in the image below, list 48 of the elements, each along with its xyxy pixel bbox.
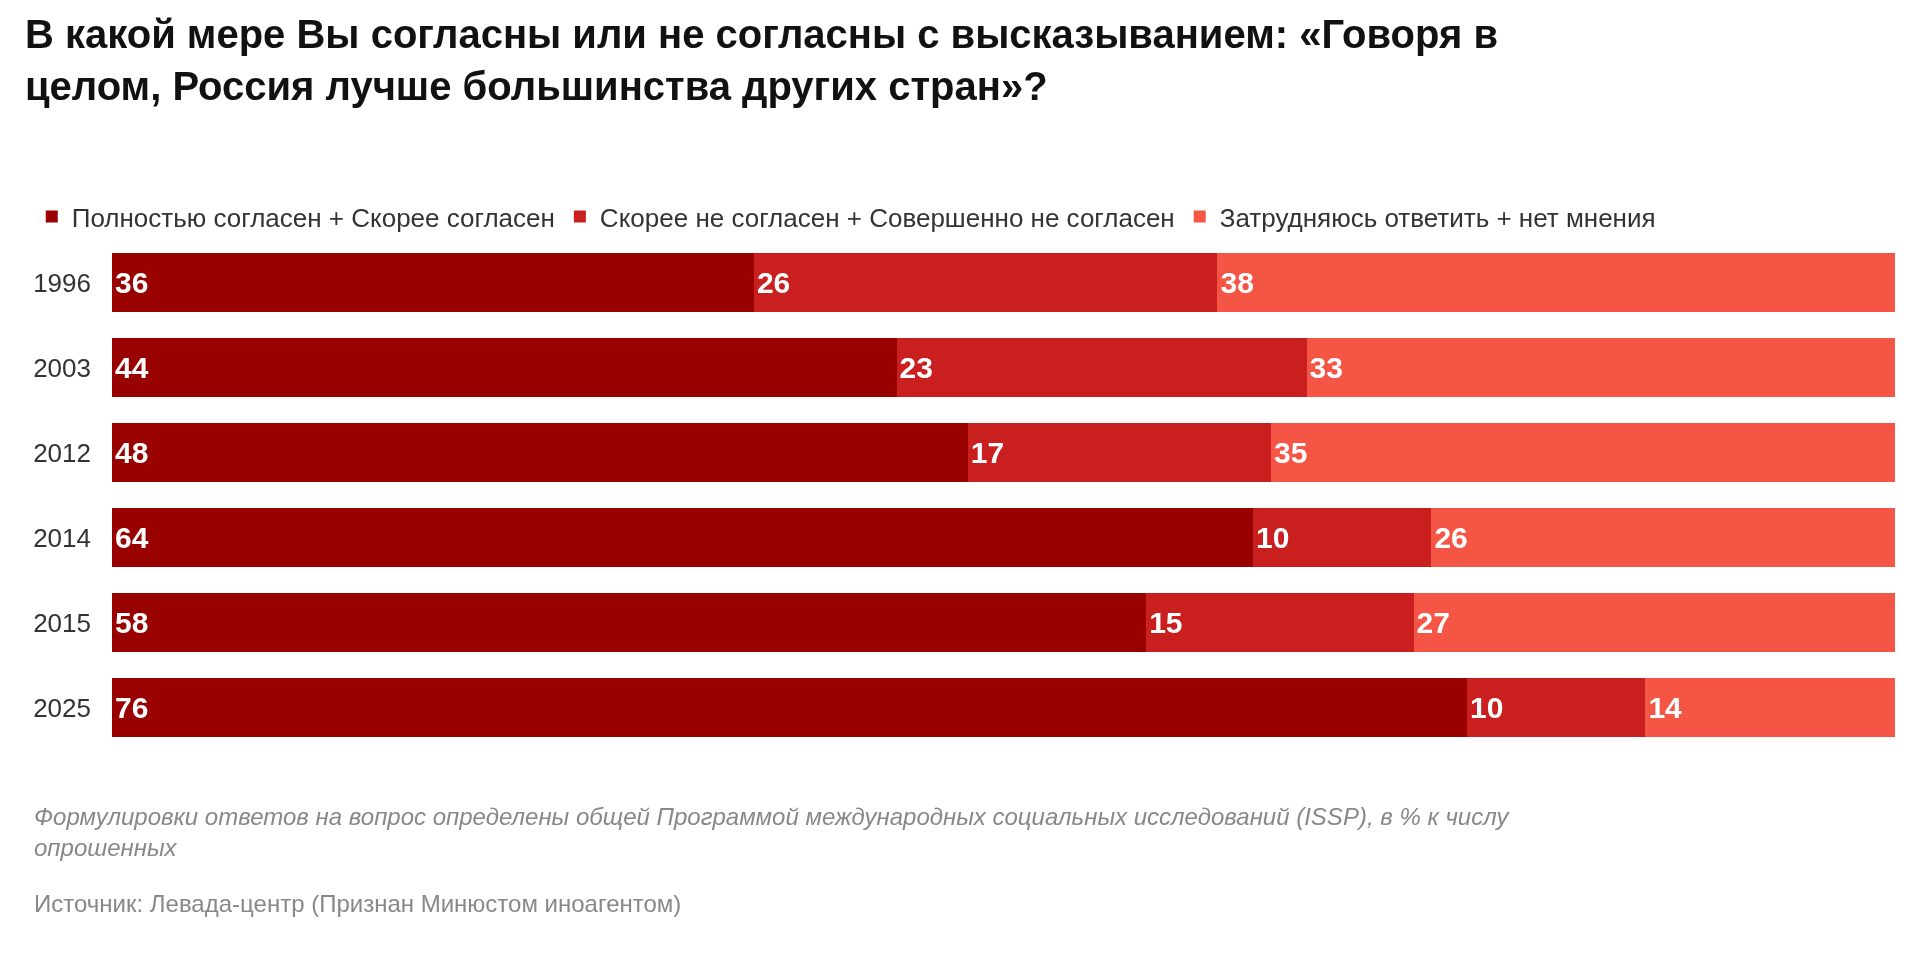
bar [1431, 507, 1895, 568]
data-label: 36 [115, 266, 149, 299]
data-label: 38 [1220, 266, 1254, 299]
bar [112, 677, 1468, 738]
legend-label: Полностью согласен + Скорее согласен [71, 202, 555, 233]
data-label: 23 [899, 351, 933, 384]
data-label: 17 [970, 436, 1005, 469]
data-label: 76 [115, 691, 149, 724]
bar [112, 422, 968, 483]
data-label: 26 [1434, 521, 1468, 554]
text: Источник: Левада-центр (Признан Минюстом иноагентом) [34, 890, 682, 917]
data-label: 64 [115, 521, 149, 554]
bar [1270, 422, 1895, 483]
data-label: 10 [1256, 521, 1290, 554]
data-label: 27 [1416, 606, 1450, 639]
bar [753, 252, 1218, 313]
bar [967, 422, 1271, 483]
bar [112, 252, 754, 313]
legend-label: Скорее не согласен + Совершенно не согласен [599, 202, 1175, 233]
data-label: 14 [1648, 691, 1683, 724]
y-tick-label: 2015 [33, 607, 91, 638]
bar [1253, 507, 1432, 568]
y-tick-label: 2025 [33, 692, 91, 723]
data-label: 10 [1470, 691, 1504, 724]
bar [112, 507, 1254, 568]
data-label: 15 [1149, 606, 1183, 639]
bar [896, 337, 1307, 398]
text: Формулировки ответов на вопрос определены общей Программой международных социальных исследований (ISSP), в % к числу опрошенных [34, 803, 1511, 862]
data-label: 26 [756, 266, 791, 299]
y-tick-label: 1996 [33, 267, 91, 298]
chart-title: В какой мере Вы согласны или не согласны с высказыванием: «Говоря в целом, Россия лучше большинства других стран»? [24, 12, 1498, 109]
data-label: 58 [115, 606, 149, 639]
data-label: 48 [115, 436, 149, 469]
bar [112, 337, 897, 398]
y-tick-label: 2014 [33, 522, 91, 553]
data-label: 44 [115, 351, 149, 384]
bar [112, 592, 1147, 653]
data-label: 35 [1273, 436, 1308, 469]
bar [1146, 592, 1414, 653]
y-tick-label: 2012 [33, 437, 91, 468]
y-tick-label: 2003 [33, 352, 91, 383]
bar [1467, 677, 1646, 738]
bar [1413, 592, 1895, 653]
bar [1217, 252, 1895, 313]
bar [1645, 677, 1895, 738]
bar [1306, 337, 1895, 398]
legend-label: Затрудняюсь ответить + нет мнения [1219, 202, 1656, 233]
data-label: 33 [1309, 351, 1343, 384]
